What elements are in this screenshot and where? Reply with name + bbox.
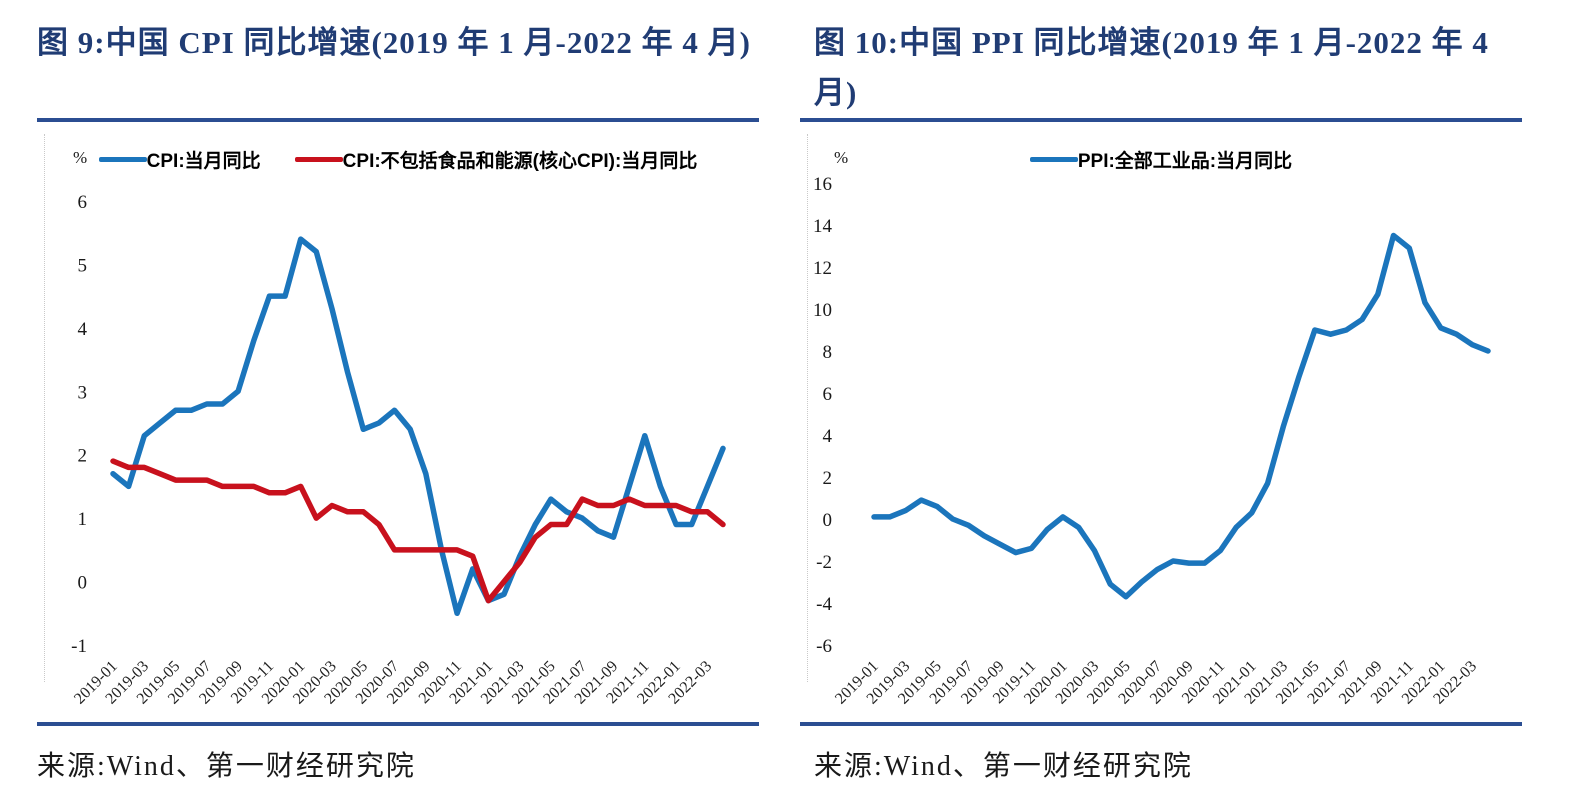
title-divider bbox=[800, 118, 1522, 122]
y-axis-tick-label: 5 bbox=[78, 255, 88, 276]
figure-10-ppi-panel: 图 10:中国 PPI 同比增速(2019 年 1 月-2022 年 4 月) … bbox=[800, 18, 1522, 784]
y-axis-tick-label: 0 bbox=[823, 510, 833, 531]
y-axis-tick-label: 3 bbox=[78, 382, 88, 403]
ppi-line-chart: 1614121086420-2-4-62019-012019-032019-05… bbox=[813, 174, 1491, 708]
y-axis-tick-label: 12 bbox=[813, 258, 832, 279]
y-axis-tick-label: 2 bbox=[823, 468, 833, 489]
figure-9-cpi-panel: 图 9:中国 CPI 同比增速(2019 年 1 月-2022 年 4 月) %… bbox=[37, 18, 759, 784]
y-axis-tick-label: 6 bbox=[823, 384, 833, 405]
ppi-chart-area: % PPI:全部工业品:当月同比 16 14 12 10 8 6 4 2 0 -2 -4 -6 2019… bbox=[800, 122, 1522, 722]
y-axis-tick-label: 10 bbox=[813, 300, 832, 321]
y-axis-tick-label: -2 bbox=[816, 552, 832, 573]
cpi-line-chart: 6543210-12019-012019-032019-052019-07201… bbox=[71, 192, 726, 708]
footer-divider bbox=[800, 722, 1522, 726]
title-divider bbox=[37, 118, 759, 122]
y-axis-tick-label: 4 bbox=[823, 426, 833, 447]
y-axis-tick-label: 8 bbox=[823, 342, 833, 363]
y-axis-tick-label: -4 bbox=[816, 594, 832, 615]
y-axis-tick-label: -6 bbox=[816, 636, 832, 657]
chart-title-cpi: 图 9:中国 CPI 同比增速(2019 年 1 月-2022 年 4 月) bbox=[37, 25, 751, 60]
y-axis-tick-label: 4 bbox=[78, 319, 88, 340]
y-axis-tick-label: 14 bbox=[813, 216, 833, 237]
y-axis-tick-label: 2 bbox=[78, 446, 88, 467]
y-axis-tick-label: 6 bbox=[78, 192, 88, 213]
source-note: 来源:Wind、第一财经研究院 bbox=[37, 751, 416, 782]
y-axis-unit-label: % bbox=[834, 148, 849, 167]
cell-border-line bbox=[44, 134, 45, 682]
y-axis-unit-label: % bbox=[73, 148, 88, 167]
y-axis-tick-label: -1 bbox=[71, 636, 87, 657]
y-axis-tick-label: 1 bbox=[78, 509, 88, 530]
chart-title-ppi: 图 10:中国 PPI 同比增速(2019 年 1 月-2022 年 4 月) bbox=[814, 25, 1489, 110]
cell-border-line bbox=[807, 134, 808, 682]
series-line-0 bbox=[871, 232, 1491, 600]
source-note: 来源:Wind、第一财经研究院 bbox=[814, 751, 1193, 782]
y-axis-tick-label: 16 bbox=[813, 174, 832, 195]
footer-divider bbox=[37, 722, 759, 726]
y-axis-tick-label: 0 bbox=[78, 573, 88, 594]
series-line-1 bbox=[110, 458, 726, 604]
series-line-0 bbox=[110, 236, 726, 617]
